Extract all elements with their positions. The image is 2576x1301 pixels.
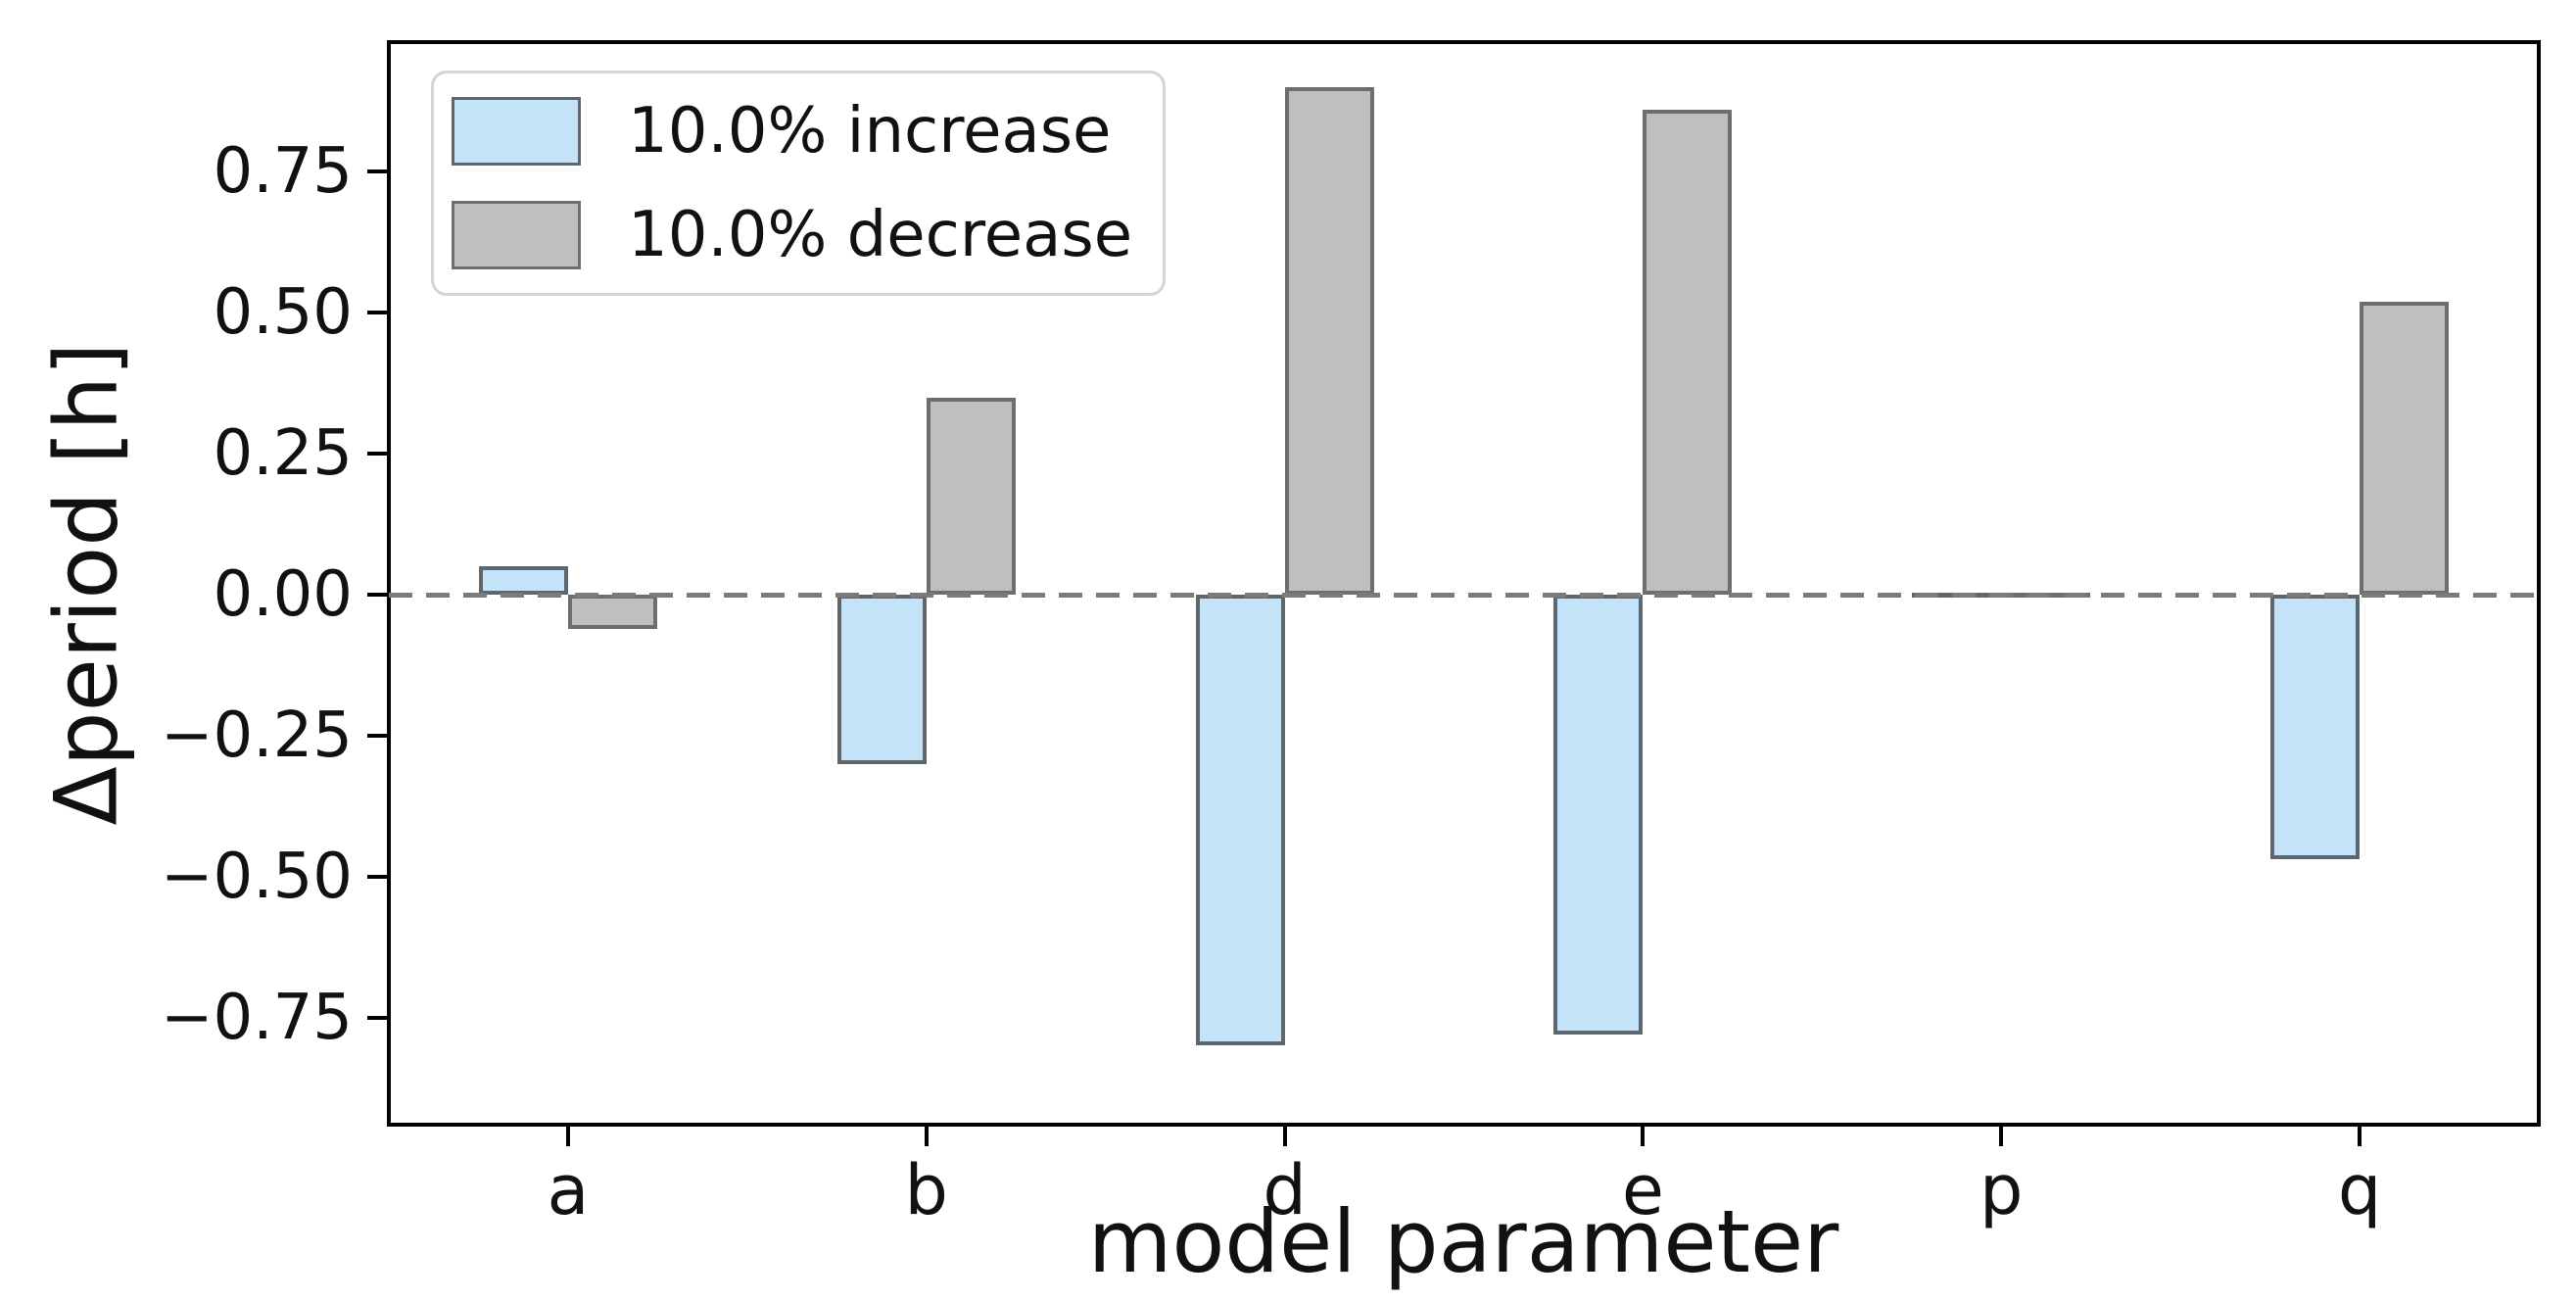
x-tick-label: a <box>547 1150 590 1230</box>
x-tick-mark <box>2358 1125 2362 1146</box>
legend-row-increase: 10.0% increase <box>452 97 1163 166</box>
legend-row-decrease: 10.0% decrease <box>452 201 1163 269</box>
bar-d-increase <box>1195 595 1285 1046</box>
legend: 10.0% increase 10.0% decrease <box>431 71 1166 296</box>
x-axis-label: model parameter <box>1087 1191 1839 1292</box>
y-tick-label: 0.00 <box>213 558 354 631</box>
zero-dashed-line <box>389 593 2539 598</box>
x-tick-mark <box>1999 1125 2004 1146</box>
x-tick-mark <box>565 1125 570 1146</box>
legend-label-increase: 10.0% increase <box>628 95 1112 168</box>
y-tick-mark <box>367 311 389 315</box>
y-tick-mark <box>367 733 389 738</box>
bar-e-increase <box>1553 595 1644 1035</box>
x-tick-mark <box>924 1125 929 1146</box>
y-tick-label: −0.25 <box>160 699 353 772</box>
y-tick-mark <box>367 452 389 457</box>
legend-swatch-decrease-icon <box>452 201 581 269</box>
bar-b-decrease <box>926 397 1016 595</box>
bar-b-increase <box>836 595 927 764</box>
x-tick-label: q <box>2337 1150 2382 1230</box>
legend-label-decrease: 10.0% decrease <box>628 199 1133 271</box>
x-tick-mark <box>1641 1125 1646 1146</box>
y-tick-mark <box>367 874 389 879</box>
bar-q-decrease <box>2360 301 2450 595</box>
y-tick-label: 0.50 <box>213 276 354 350</box>
bar-a-decrease <box>567 595 657 629</box>
y-tick-mark <box>367 1015 389 1020</box>
y-tick-label: 0.25 <box>213 417 354 491</box>
y-tick-mark <box>367 593 389 597</box>
x-tick-mark <box>1282 1125 1287 1146</box>
bar-e-decrease <box>1643 110 1733 595</box>
x-tick-label: e <box>1621 1150 1664 1230</box>
bar-a-increase <box>478 566 568 595</box>
y-tick-mark <box>367 169 389 174</box>
y-tick-label: −0.75 <box>160 981 353 1054</box>
x-tick-label: b <box>904 1150 948 1230</box>
x-tick-label: d <box>1263 1150 1307 1230</box>
bar-q-increase <box>2270 595 2361 860</box>
y-tick-label: 0.75 <box>213 135 354 209</box>
bar-d-decrease <box>1284 87 1374 595</box>
y-tick-label: −0.50 <box>160 840 353 913</box>
legend-swatch-increase-icon <box>452 97 581 166</box>
x-tick-label: p <box>1980 1150 2024 1230</box>
